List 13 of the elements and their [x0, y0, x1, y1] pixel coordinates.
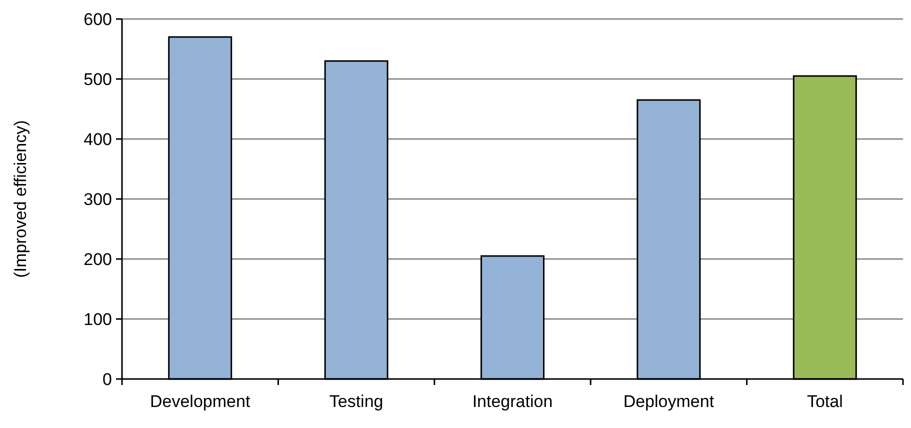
y-tick-label: 600 — [84, 10, 112, 29]
y-tick-label: 500 — [84, 70, 112, 89]
y-tick-label: 400 — [84, 130, 112, 149]
y-tick-label: 300 — [84, 190, 112, 209]
x-tick-label: Total — [806, 392, 843, 411]
x-tick-label: Testing — [329, 392, 384, 411]
y-tick-label: 0 — [102, 370, 112, 389]
y-tick-label: 200 — [84, 250, 112, 269]
y-tick-label: 100 — [84, 310, 112, 329]
y-axis-title: (Improved efficiency) — [11, 120, 30, 278]
x-tick-label: Development — [150, 392, 250, 411]
x-tick-label: Integration — [472, 392, 553, 411]
x-tick-label: Deployment — [623, 392, 714, 411]
